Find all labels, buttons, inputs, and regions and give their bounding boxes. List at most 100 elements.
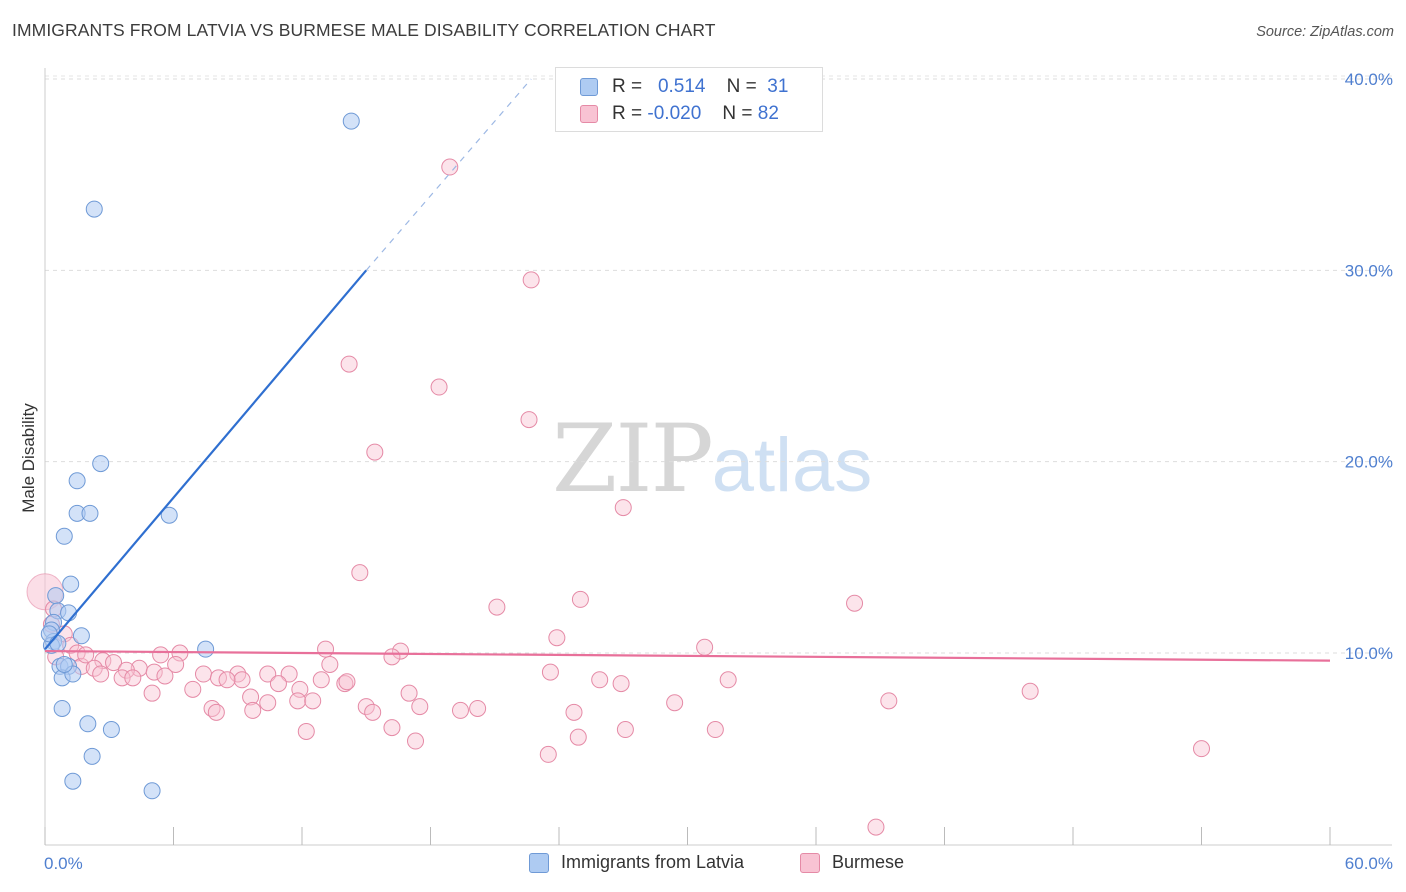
burmese-point [392, 642, 410, 660]
burmese-point [92, 665, 110, 683]
y-tick-label: 40.0% [1345, 70, 1393, 89]
bottom-legend-swatch-burmese [800, 852, 820, 873]
burmese-point [469, 699, 487, 717]
burmese-point [407, 732, 425, 750]
legend-r-label: R = [612, 76, 643, 97]
burmese-point [244, 701, 262, 719]
legend-row-latvia: R = 0.514 N = 31 [580, 74, 788, 100]
burmese-point [451, 701, 469, 719]
burmese-point [233, 671, 251, 689]
burmese-point [351, 564, 369, 582]
legend-swatch-burmese [580, 105, 598, 123]
legend-n-value: 31 [767, 76, 789, 97]
legend-n-label: N = [726, 76, 757, 97]
burmese-point [548, 629, 566, 647]
burmese-point [520, 411, 538, 429]
burmese-point [77, 646, 95, 664]
axis-labels: 10.0% 20.0% 30.0% 40.0% 0.0% 60.0% Male Disabi… [19, 70, 1393, 873]
correlation-legend: R = 0.514 N = 31 R = -0.020 N = 82 [555, 67, 823, 132]
series-points [26, 112, 1210, 836]
burmese-point [289, 692, 307, 710]
x-tick-label: 0.0% [44, 854, 83, 873]
latvia-point [85, 200, 103, 218]
gridlines [45, 75, 1392, 654]
burmese-point [209, 669, 227, 687]
legend-n-value: 82 [757, 103, 779, 124]
burmese-point [846, 594, 864, 612]
y-tick-label: 20.0% [1345, 453, 1393, 472]
latvia-point [47, 587, 65, 605]
burmese-point [304, 692, 322, 710]
burmese-point [867, 818, 885, 836]
burmese-point [591, 671, 609, 689]
burmese-point [706, 721, 724, 739]
burmese-point [430, 378, 448, 396]
burmese-point [571, 590, 589, 608]
burmese-point [167, 655, 185, 673]
source-credit: Source: ZipAtlas.com [1256, 24, 1394, 40]
legend-r-value: 0.514 [657, 76, 706, 97]
latvia-point [55, 527, 73, 545]
burmese-point [441, 158, 459, 176]
burmese-point [366, 443, 384, 461]
x-axis-ticks [44, 827, 1331, 845]
burmese-point [156, 667, 174, 685]
bottom-legend-label-burmese: Burmese [832, 852, 905, 872]
latvia-point [53, 699, 71, 717]
latvia-point [160, 506, 178, 524]
latvia-point [143, 782, 161, 800]
burmese-point [124, 669, 142, 687]
burmese-point [194, 665, 212, 683]
latvia-point [92, 455, 110, 473]
burmese-point [338, 673, 356, 691]
burmese-point [259, 665, 277, 683]
burmese-point [105, 654, 123, 672]
burmese-point [488, 598, 506, 616]
burmese-point [280, 665, 298, 683]
burmese-point [565, 703, 583, 721]
legend-swatch-latvia [580, 78, 598, 96]
latvia-point [79, 715, 97, 733]
legend-n-label: N = [722, 103, 753, 124]
burmese-trend-line [44, 649, 1331, 662]
legend-r-label: R = [612, 103, 643, 124]
burmese-point [383, 648, 401, 666]
burmese-point [143, 684, 161, 702]
burmese-point [184, 680, 202, 698]
latvia-point [49, 634, 67, 652]
latvia-point [55, 655, 73, 673]
burmese-point [317, 640, 335, 658]
burmese-point [259, 694, 277, 712]
burmese-point [614, 499, 632, 517]
burmese-point [541, 663, 559, 681]
burmese-point [145, 663, 163, 681]
bottom-legend-swatch-latvia [529, 852, 549, 873]
y-tick-label: 10.0% [1345, 644, 1393, 663]
x-tick-label: 60.0% [1345, 854, 1393, 873]
burmese-point [1021, 682, 1039, 700]
burmese-point [522, 271, 540, 289]
burmese-point [696, 638, 714, 656]
burmese-point [207, 703, 225, 721]
burmese-point [340, 355, 358, 373]
burmese-point [242, 688, 260, 706]
legend-r-value: -0.020 [647, 103, 702, 124]
latvia-point [197, 640, 215, 658]
axes [44, 68, 1392, 846]
burmese-point [616, 721, 634, 739]
burmese-point [364, 703, 382, 721]
latvia-point [342, 112, 360, 130]
latvia-point [64, 772, 82, 790]
latvia-point [81, 504, 99, 522]
y-axis-title: Male Disability [19, 403, 38, 513]
burmese-point [880, 692, 898, 710]
latvia-point [102, 721, 120, 739]
burmese-point [357, 698, 375, 716]
burmese-point [612, 675, 630, 693]
burmese-point [321, 655, 339, 673]
latvia-trend-line [44, 269, 368, 650]
burmese-point [383, 719, 401, 737]
burmese-point [1193, 740, 1210, 758]
chart-title: IMMIGRANTS FROM LATVIA VS BURMESE MALE D… [12, 20, 716, 40]
